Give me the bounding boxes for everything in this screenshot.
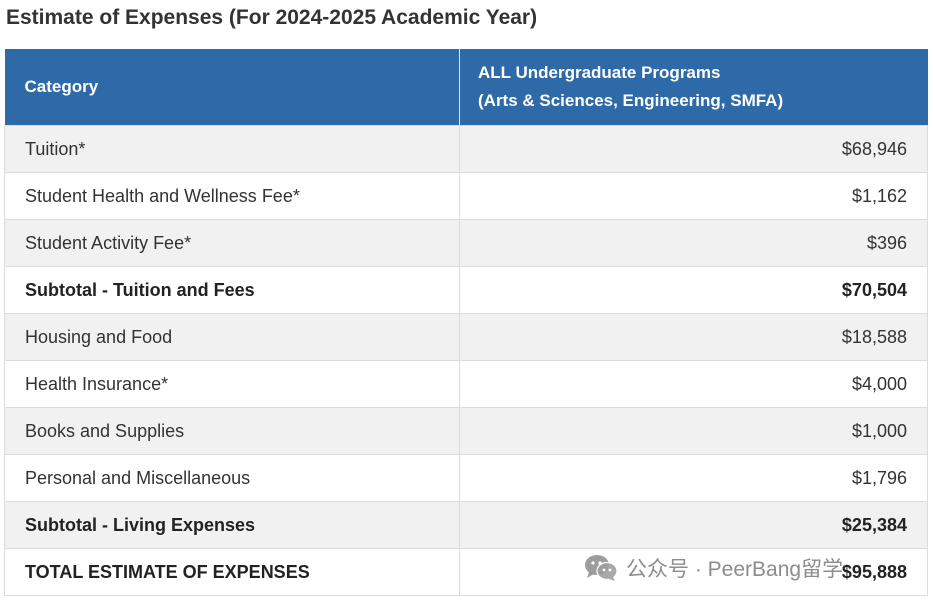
table-row: Tuition* $68,946: [4, 125, 928, 173]
row-label: Student Activity Fee*: [4, 219, 460, 267]
header-programs-line1: ALL Undergraduate Programs: [478, 63, 721, 82]
row-amount: $4,000: [459, 360, 928, 408]
table-row: Health Insurance* $4,000: [4, 360, 928, 408]
row-amount: $70,504: [459, 266, 928, 314]
row-amount: $1,796: [459, 454, 928, 502]
table-row: Housing and Food $18,588: [4, 313, 928, 361]
row-label: Books and Supplies: [4, 407, 460, 455]
row-label: Personal and Miscellaneous: [4, 454, 460, 502]
row-amount: $1,000: [459, 407, 928, 455]
table-row: Subtotal - Living Expenses $25,384: [4, 501, 928, 549]
table-row: Books and Supplies $1,000: [4, 407, 928, 455]
row-label: TOTAL ESTIMATE OF EXPENSES: [4, 548, 460, 596]
row-amount: $95,888: [459, 548, 928, 596]
header-category: Category: [4, 49, 460, 126]
table-row: TOTAL ESTIMATE OF EXPENSES $95,888: [4, 548, 928, 596]
table-body: Tuition* $68,946 Student Health and Welln…: [4, 125, 928, 596]
table-row: Personal and Miscellaneous $1,796: [4, 454, 928, 502]
header-programs: ALL Undergraduate Programs (Arts & Scien…: [459, 49, 928, 126]
row-label: Housing and Food: [4, 313, 460, 361]
table-row: Subtotal - Tuition and Fees $70,504: [4, 266, 928, 314]
row-amount: $396: [459, 219, 928, 267]
header-programs-line2: (Arts & Sciences, Engineering, SMFA): [478, 91, 784, 110]
row-label: Subtotal - Tuition and Fees: [4, 266, 460, 314]
table-header: Category ALL Undergraduate Programs (Art…: [4, 49, 928, 126]
row-label: Tuition*: [4, 125, 460, 173]
row-label: Subtotal - Living Expenses: [4, 501, 460, 549]
page-title: Estimate of Expenses (For 2024-2025 Acad…: [6, 6, 538, 29]
table-row: Student Activity Fee* $396: [4, 219, 928, 267]
row-amount: $68,946: [459, 125, 928, 173]
expenses-table: Category ALL Undergraduate Programs (Art…: [4, 49, 928, 596]
row-amount: $18,588: [459, 313, 928, 361]
row-amount: $1,162: [459, 172, 928, 220]
row-label: Student Health and Wellness Fee*: [4, 172, 460, 220]
row-label: Health Insurance*: [4, 360, 460, 408]
row-amount: $25,384: [459, 501, 928, 549]
table-row: Student Health and Wellness Fee* $1,162: [4, 172, 928, 220]
